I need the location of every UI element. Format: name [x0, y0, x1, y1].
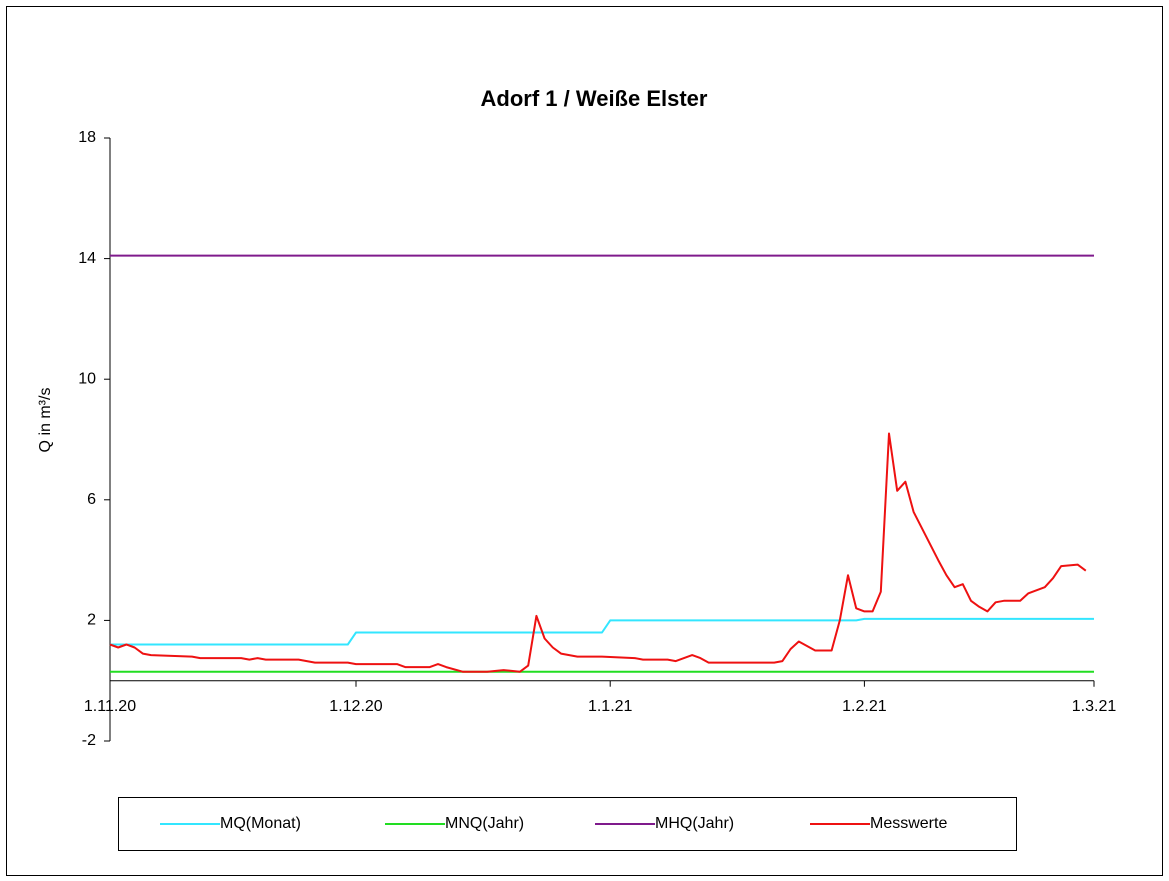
y-tick-label: 10 [78, 370, 96, 387]
y-tick-label: 6 [87, 491, 96, 508]
x-tick-label: 1.11.20 [84, 698, 136, 715]
y-axis-label: Q in m³/s [37, 388, 54, 453]
y-tick-label: 14 [78, 250, 96, 267]
y-tick-label: 2 [87, 612, 96, 629]
chart-title: Adorf 1 / Weiße Elster [481, 86, 708, 111]
x-tick-label: 1.2.21 [842, 698, 887, 715]
y-tick-label: 18 [78, 129, 96, 146]
legend-label: MQ(Monat) [220, 815, 301, 832]
y-tick-label: -2 [82, 732, 96, 749]
legend-label: Messwerte [870, 815, 947, 832]
x-tick-label: 1.12.20 [329, 698, 382, 715]
legend-label: MHQ(Jahr) [655, 815, 734, 832]
series-line [109, 432, 1087, 673]
series-line [110, 617, 1094, 646]
chart-border [6, 6, 1163, 876]
x-tick-label: 1.3.21 [1072, 698, 1117, 715]
legend-label: MNQ(Jahr) [445, 815, 524, 832]
x-tick-label: 1.1.21 [588, 698, 633, 715]
